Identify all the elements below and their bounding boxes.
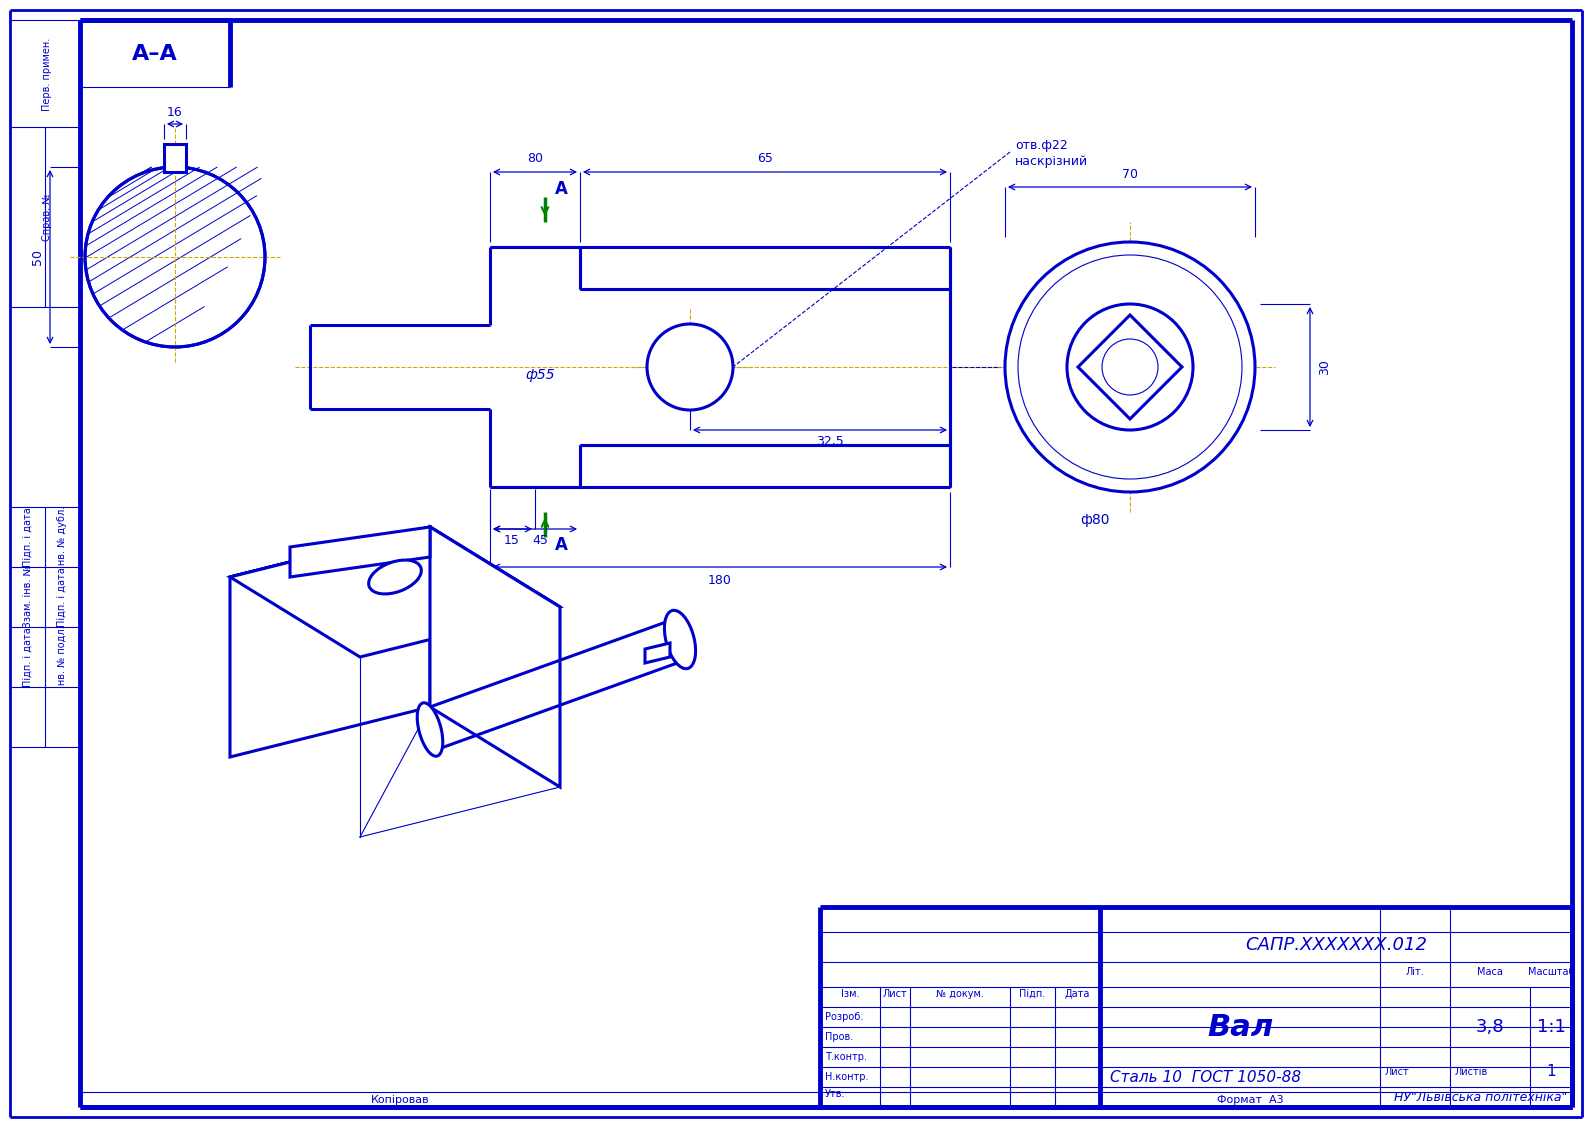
Text: 50: 50 bbox=[32, 249, 45, 265]
Text: ф55: ф55 bbox=[525, 369, 556, 382]
Polygon shape bbox=[229, 527, 560, 607]
Text: 65: 65 bbox=[758, 152, 774, 166]
Text: Інв. № дубл.: Інв. № дубл. bbox=[57, 506, 67, 568]
Text: Сталь 10  ГОСТ 1050-88: Сталь 10 ГОСТ 1050-88 bbox=[1110, 1070, 1301, 1084]
Text: Формат  А3: Формат А3 bbox=[1216, 1095, 1283, 1104]
Polygon shape bbox=[229, 527, 430, 757]
Text: Взам. інв. №: Взам. інв. № bbox=[22, 566, 33, 629]
Text: Т.контр.: Т.контр. bbox=[825, 1051, 868, 1062]
Text: Пров.: Пров. bbox=[825, 1032, 853, 1042]
Text: ф80: ф80 bbox=[1081, 513, 1110, 527]
Polygon shape bbox=[229, 527, 560, 657]
Circle shape bbox=[84, 167, 264, 347]
Text: 1: 1 bbox=[1546, 1065, 1555, 1080]
Text: Масштаб: Масштаб bbox=[1528, 967, 1574, 977]
Text: Н.контр.: Н.контр. bbox=[825, 1072, 869, 1082]
Text: Лист: Лист bbox=[882, 990, 907, 999]
Polygon shape bbox=[645, 644, 670, 663]
Text: Інв. № подл.: Інв. № подл. bbox=[57, 625, 67, 689]
Circle shape bbox=[1005, 242, 1254, 492]
Text: 180: 180 bbox=[708, 574, 732, 586]
Text: 1:1: 1:1 bbox=[1536, 1018, 1565, 1036]
Text: Справ. №: Справ. № bbox=[41, 194, 53, 241]
Text: Копіровав: Копіровав bbox=[371, 1095, 430, 1104]
Ellipse shape bbox=[417, 703, 443, 756]
Text: 80: 80 bbox=[527, 152, 543, 166]
Text: Маса: Маса bbox=[1477, 967, 1503, 977]
Text: Перв. примен.: Перв. примен. bbox=[41, 37, 53, 110]
Text: 16: 16 bbox=[167, 106, 183, 118]
Text: Утв.: Утв. bbox=[825, 1089, 845, 1099]
Ellipse shape bbox=[664, 611, 696, 668]
Text: САПР.XXXXXXX.012: САПР.XXXXXXX.012 bbox=[1245, 937, 1426, 953]
Text: Підп. і дата: Підп. і дата bbox=[22, 627, 33, 686]
Text: № докум.: № докум. bbox=[936, 990, 984, 999]
Polygon shape bbox=[430, 527, 560, 787]
Text: 30: 30 bbox=[1318, 360, 1331, 375]
Text: Літ.: Літ. bbox=[1406, 967, 1425, 977]
Text: наскрізний: наскрізний bbox=[1016, 156, 1087, 169]
Text: Ізм.: Ізм. bbox=[841, 990, 860, 999]
Text: 15: 15 bbox=[505, 534, 521, 548]
Text: А–А: А–А bbox=[132, 44, 178, 64]
Text: Вал: Вал bbox=[1207, 1012, 1274, 1041]
Text: 3,8: 3,8 bbox=[1476, 1018, 1504, 1036]
Text: Підп. і дата: Підп. і дата bbox=[22, 507, 33, 567]
Text: отв.ф22: отв.ф22 bbox=[1016, 139, 1068, 151]
Text: 45: 45 bbox=[532, 534, 548, 548]
Text: Підп.: Підп. bbox=[1019, 990, 1046, 999]
Text: Листів: Листів bbox=[1455, 1067, 1489, 1077]
Text: 70: 70 bbox=[1122, 168, 1138, 180]
Polygon shape bbox=[290, 527, 430, 577]
Text: НУ"Львівська політехніка": НУ"Львівська політехніка" bbox=[1393, 1091, 1567, 1103]
Circle shape bbox=[646, 323, 732, 410]
Text: А: А bbox=[554, 536, 567, 554]
Text: Лист: Лист bbox=[1385, 1067, 1411, 1077]
Text: Розроб.: Розроб. bbox=[825, 1012, 863, 1022]
Text: Дата: Дата bbox=[1065, 990, 1091, 999]
Bar bbox=[164, 144, 186, 172]
Text: 32,5: 32,5 bbox=[817, 435, 844, 449]
Text: Підп. і дата: Підп. і дата bbox=[57, 567, 67, 627]
Text: А: А bbox=[554, 180, 567, 198]
Ellipse shape bbox=[369, 560, 422, 594]
